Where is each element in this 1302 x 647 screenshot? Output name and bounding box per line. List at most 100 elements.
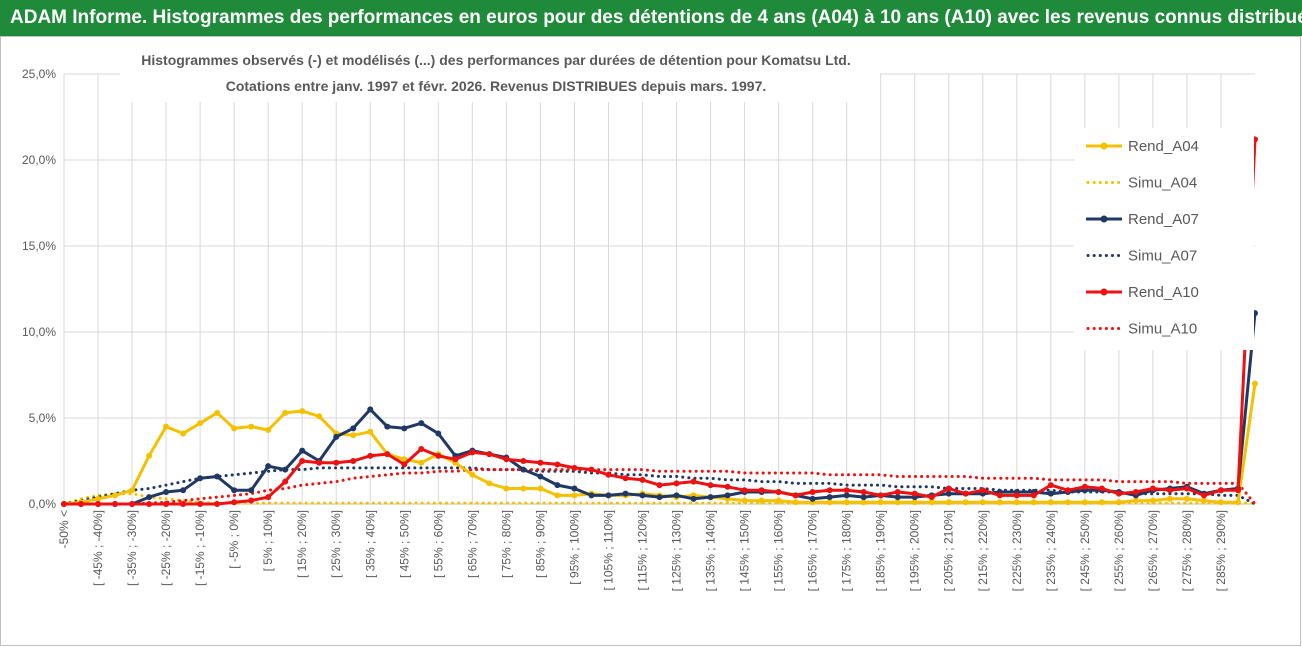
data-point-rend-a10 <box>1081 483 1088 490</box>
data-point-rend-a04 <box>316 413 323 420</box>
data-point-rend-a07 <box>894 494 901 501</box>
data-point-rend-a10 <box>996 492 1003 499</box>
data-point-rend-a04 <box>418 459 425 466</box>
x-tick-label: [ 85% ; 90%] <box>533 510 547 578</box>
legend-marker-rend-a07 <box>1100 215 1108 223</box>
data-point-rend-a10 <box>741 487 748 494</box>
data-point-rend-a07 <box>299 447 306 454</box>
data-point-rend-a10 <box>503 456 510 463</box>
data-point-rend-a04 <box>1013 499 1020 506</box>
x-tick-label: [ 135% ; 140%] <box>704 510 718 591</box>
data-point-rend-a10 <box>639 476 646 483</box>
data-point-rend-a07 <box>554 482 561 489</box>
data-point-rend-a07 <box>384 423 391 430</box>
data-point-rend-a10 <box>435 452 442 459</box>
data-point-rend-a10 <box>282 478 289 485</box>
data-point-rend-a04 <box>877 499 884 506</box>
data-point-rend-a07 <box>333 433 340 440</box>
data-point-rend-a04 <box>129 487 136 494</box>
data-point-rend-a10 <box>605 471 612 478</box>
legend-label-rend-a04: Rend_A04 <box>1128 138 1199 155</box>
data-point-rend-a04 <box>945 499 952 506</box>
legend-label-rend-a07: Rend_A07 <box>1128 211 1199 228</box>
data-point-rend-a04 <box>163 423 170 430</box>
data-point-rend-a10 <box>248 497 255 504</box>
data-point-rend-a04 <box>265 427 272 434</box>
data-point-rend-a10 <box>809 488 816 495</box>
data-point-rend-a10 <box>469 449 476 456</box>
data-point-rend-a04 <box>95 495 102 502</box>
data-point-rend-a10 <box>962 490 969 497</box>
x-tick-label: [ 205% ; 210%] <box>942 510 956 591</box>
data-point-rend-a07 <box>707 494 714 501</box>
data-point-rend-a07 <box>571 485 578 492</box>
data-point-rend-a10 <box>792 492 799 499</box>
data-point-rend-a10 <box>843 487 850 494</box>
data-point-rend-a10 <box>129 501 136 507</box>
x-tick-label: [ 55% ; 60%] <box>431 510 445 578</box>
x-tick-label: [ 45% ; 50%] <box>397 510 411 578</box>
data-point-rend-a07 <box>197 475 204 482</box>
data-point-rend-a10 <box>724 483 731 490</box>
data-point-rend-a04 <box>112 492 119 499</box>
data-point-rend-a04 <box>911 499 918 506</box>
data-point-rend-a10 <box>537 459 544 466</box>
data-point-rend-a10 <box>1234 487 1241 494</box>
data-point-rend-a07 <box>673 492 680 499</box>
data-point-rend-a10 <box>622 475 629 482</box>
x-tick-label: [ 285% ; 290%] <box>1214 510 1228 591</box>
data-point-rend-a10 <box>418 445 425 452</box>
x-tick-label: [ -35% ; -30%] <box>125 510 139 586</box>
data-point-rend-a07 <box>690 495 697 502</box>
data-point-rend-a04 <box>1115 499 1122 506</box>
data-point-rend-a10 <box>1183 485 1190 492</box>
data-point-rend-a10 <box>554 461 561 468</box>
data-point-rend-a07 <box>622 490 629 497</box>
data-point-rend-a10 <box>690 478 697 485</box>
data-point-rend-a10 <box>928 494 935 501</box>
legend-label-simu-a04: Simu_A04 <box>1128 175 1197 192</box>
x-tick-label: [ -15% ; -10%] <box>193 510 207 586</box>
x-tick-label: [ 145% ; 150%] <box>738 510 752 591</box>
data-point-rend-a10 <box>758 487 765 494</box>
data-point-rend-a04 <box>299 408 306 415</box>
data-point-rend-a07 <box>826 494 833 501</box>
data-point-rend-a04 <box>1166 495 1173 502</box>
x-tick-label: [ 265% ; 270%] <box>1146 510 1160 591</box>
data-point-rend-a04 <box>928 499 935 506</box>
data-point-rend-a10 <box>197 501 204 507</box>
data-point-rend-a04 <box>741 497 748 504</box>
data-point-rend-a04 <box>571 492 578 499</box>
data-point-rend-a10 <box>146 501 153 507</box>
data-point-rend-a04 <box>180 430 187 437</box>
data-point-rend-a10 <box>860 488 867 495</box>
x-tick-label: [ 165% ; 170%] <box>806 510 820 591</box>
x-tick-label: [ 15% ; 20%] <box>295 510 309 578</box>
data-point-rend-a10 <box>95 501 102 507</box>
data-point-rend-a07 <box>231 487 238 494</box>
x-tick-label: [ 95% ; 100%] <box>567 510 581 585</box>
legend-marker-rend-a10 <box>1100 288 1108 296</box>
x-tick-label: [ 115% ; 120%] <box>635 510 649 591</box>
data-point-rend-a10 <box>894 488 901 495</box>
data-point-rend-a07 <box>537 473 544 480</box>
data-point-rend-a10 <box>588 466 595 473</box>
data-point-rend-a04 <box>826 499 833 506</box>
data-point-rend-a04 <box>1064 499 1071 506</box>
chart-subtitle-line-1: Histogrammes observés (-) et modélisés (… <box>141 52 851 68</box>
data-point-rend-a04 <box>996 499 1003 506</box>
data-point-rend-a07 <box>435 430 442 437</box>
y-tick-label: 10,0% <box>22 325 56 339</box>
x-tick-label: [ 125% ; 130%] <box>670 510 684 591</box>
data-point-rend-a10 <box>1149 485 1156 492</box>
data-point-rend-a10 <box>673 480 680 487</box>
legend-label-simu-a07: Simu_A07 <box>1128 248 1197 265</box>
data-point-rend-a04 <box>1149 497 1156 504</box>
data-point-rend-a10 <box>1166 487 1173 494</box>
data-point-rend-a10 <box>877 492 884 499</box>
data-point-rend-a04 <box>469 471 476 478</box>
data-point-rend-a10 <box>180 501 187 507</box>
data-point-rend-a10 <box>231 499 238 506</box>
data-point-rend-a04 <box>979 499 986 506</box>
data-point-rend-a04 <box>401 456 408 463</box>
